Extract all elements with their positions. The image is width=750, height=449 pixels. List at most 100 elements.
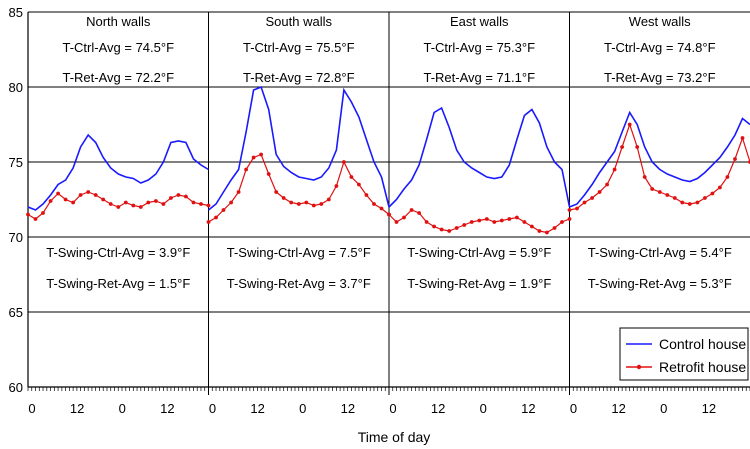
grid-layer bbox=[27, 11, 750, 395]
legend-box bbox=[619, 327, 749, 381]
retrofit-house-point bbox=[417, 211, 421, 215]
retrofit-house-point bbox=[214, 215, 218, 220]
retrofit-house-point bbox=[522, 220, 527, 224]
retrofit-house-point bbox=[695, 200, 700, 205]
retrofit-house-point bbox=[635, 145, 640, 149]
retrofit-house-point bbox=[687, 202, 692, 206]
retrofit-house-point bbox=[575, 206, 579, 211]
retrofit-house-point bbox=[26, 212, 30, 217]
x-tick-label: 0 bbox=[299, 401, 306, 416]
retrofit-house-point bbox=[515, 215, 519, 220]
retrofit-house-point bbox=[605, 182, 609, 187]
retrofit-house-point bbox=[597, 190, 602, 194]
x-tick-label: 0 bbox=[480, 401, 487, 416]
retrofit-house-point bbox=[48, 199, 53, 203]
legend-marker-retrofit bbox=[636, 364, 642, 370]
retrofit-house-point bbox=[560, 220, 564, 224]
retrofit-house-point bbox=[274, 190, 279, 194]
retrofit-house-point bbox=[281, 196, 286, 200]
swing-ret-label: T-Swing-Ret-Avg = 1.5°F bbox=[46, 276, 190, 291]
swing-ctrl-label: T-Swing-Ctrl-Avg = 5.4°F bbox=[588, 245, 732, 260]
retrofit-house-point bbox=[311, 203, 316, 208]
swing-ret-label: T-Swing-Ret-Avg = 3.7°F bbox=[227, 276, 371, 291]
retrofit-house-point bbox=[266, 172, 271, 176]
panel-title: South walls bbox=[266, 14, 333, 29]
x-tick-label: 12 bbox=[160, 401, 174, 416]
ctrl-avg-label: T-Ctrl-Avg = 74.8°F bbox=[604, 40, 716, 55]
x-tick-label: 0 bbox=[119, 401, 126, 416]
retrofit-house-point bbox=[387, 212, 391, 217]
legend-label-control: Control house bbox=[659, 336, 746, 352]
control-house-line-4 bbox=[569, 110, 750, 208]
retrofit-house-point bbox=[567, 208, 572, 212]
x-tick-label: 0 bbox=[389, 401, 396, 416]
retrofit-house-point bbox=[657, 190, 662, 194]
annotation-layer: North walls T-Ctrl-Avg = 74.5°F T-Ret-Avg … bbox=[46, 14, 732, 291]
retrofit-house-point bbox=[334, 184, 339, 188]
retrofit-house-point bbox=[101, 197, 106, 202]
legend-label-retrofit: Retrofit house bbox=[659, 359, 746, 375]
swing-ret-label: T-Swing-Ret-Avg = 1.9°F bbox=[407, 276, 551, 291]
retrofit-house-point bbox=[116, 205, 121, 209]
x-tick-label: 12 bbox=[70, 401, 84, 416]
control-house-line-2 bbox=[208, 85, 390, 211]
ctrl-avg-label: T-Ctrl-Avg = 74.5°F bbox=[62, 40, 174, 55]
retrofit-house-point bbox=[176, 193, 181, 197]
ret-avg-label: T-Ret-Avg = 72.2°F bbox=[62, 70, 174, 85]
retrofit-house-line-2 bbox=[208, 153, 390, 223]
retrofit-house-point bbox=[672, 196, 677, 200]
retrofit-house-point bbox=[296, 202, 301, 206]
retrofit-house-point bbox=[424, 220, 429, 224]
retrofit-house-point bbox=[680, 200, 685, 205]
retrofit-house-point bbox=[71, 200, 75, 205]
ret-avg-label: T-Ret-Avg = 73.2°F bbox=[604, 70, 716, 85]
retrofit-house-point bbox=[740, 136, 745, 140]
retrofit-house-point bbox=[131, 203, 136, 208]
retrofit-house-point bbox=[236, 190, 241, 194]
y-tick-label: 70 bbox=[9, 230, 23, 245]
x-tick-label: 0 bbox=[209, 401, 216, 416]
retrofit-house-point bbox=[191, 200, 196, 205]
panel-title: North walls bbox=[86, 14, 151, 29]
retrofit-house-point bbox=[710, 191, 715, 196]
retrofit-house-point bbox=[703, 196, 707, 200]
retrofit-house-point bbox=[259, 152, 263, 157]
retrofit-house-point bbox=[93, 193, 98, 197]
x-tick-labels: 0 12 0 12 0 12 0 12 0 12 0 12 0 12 0 12 bbox=[28, 401, 716, 416]
retrofit-house-point bbox=[530, 224, 534, 229]
retrofit-house-point bbox=[477, 218, 482, 223]
retrofit-house-point bbox=[507, 217, 512, 221]
retrofit-house-point bbox=[304, 200, 309, 205]
retrofit-house-point bbox=[567, 217, 572, 221]
retrofit-house-point bbox=[123, 200, 128, 205]
x-tick-label: 0 bbox=[660, 401, 667, 416]
retrofit-house-point bbox=[86, 190, 91, 194]
retrofit-house-point bbox=[394, 220, 399, 224]
x-tick-label: 12 bbox=[431, 401, 445, 416]
x-tick-label: 12 bbox=[521, 401, 535, 416]
ret-avg-label: T-Ret-Avg = 71.1°F bbox=[423, 70, 535, 85]
swing-ctrl-label: T-Swing-Ctrl-Avg = 3.9°F bbox=[46, 245, 190, 260]
retrofit-house-point bbox=[582, 200, 587, 205]
x-tick-label: 0 bbox=[28, 401, 35, 416]
ctrl-avg-label: T-Ctrl-Avg = 75.5°F bbox=[243, 40, 355, 55]
retrofit-house-point bbox=[244, 167, 249, 172]
retrofit-house-point bbox=[590, 196, 594, 200]
retrofit-house-point bbox=[138, 205, 143, 209]
y-tick-labels: 60 65 70 75 80 85 bbox=[9, 5, 23, 395]
retrofit-house-point bbox=[469, 220, 474, 224]
retrofit-house-point bbox=[184, 194, 188, 199]
retrofit-house-point bbox=[454, 226, 459, 230]
retrofit-house-point bbox=[41, 211, 45, 215]
retrofit-house-point bbox=[665, 193, 670, 197]
retrofit-house-point bbox=[439, 227, 444, 232]
retrofit-house-point bbox=[718, 185, 722, 190]
x-tick-label: 12 bbox=[611, 401, 625, 416]
retrofit-house-point bbox=[349, 175, 354, 179]
retrofit-house-point bbox=[146, 200, 151, 205]
panel-title: East walls bbox=[450, 14, 509, 29]
x-axis-label: Time of day bbox=[358, 429, 431, 445]
y-tick-label: 65 bbox=[9, 305, 23, 320]
retrofit-house-point bbox=[357, 182, 361, 187]
panel-title: West walls bbox=[629, 14, 691, 29]
